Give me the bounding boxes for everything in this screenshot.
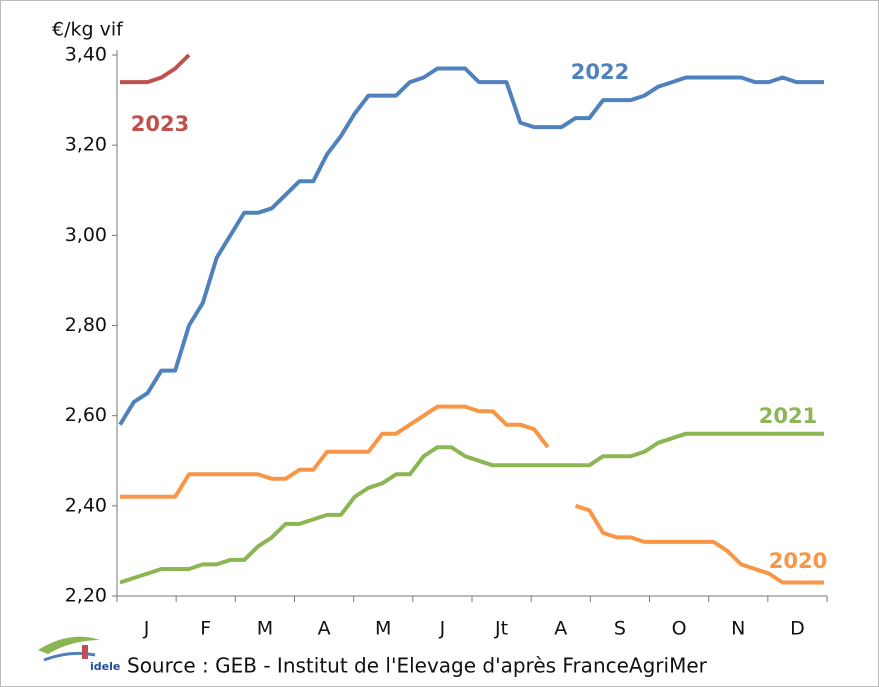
x-tick-label: J [439,618,446,640]
x-tick-label: J [143,618,150,640]
logo-text: idele [90,660,120,673]
y-tick-label: 2,40 [65,494,107,516]
series-line [120,53,191,85]
x-tick-label: S [614,618,626,640]
logo: idele [38,636,120,673]
y-tick-label: 3,00 [65,224,107,246]
x-tick-label: N [731,618,745,640]
series-line [119,431,824,585]
series-line [120,404,824,585]
series-label: 2022 [571,60,629,84]
series-line [118,66,824,426]
y-axis-label: €/kg vif [52,19,124,41]
series-label: 2023 [131,112,189,136]
y-tick-label: 3,20 [65,134,107,156]
y-tick-label: 2,60 [65,404,107,426]
x-tick-label: M [375,618,391,640]
x-tick-label: M [257,618,273,640]
x-tick-label: A [318,618,331,640]
series-label: 2020 [769,549,827,573]
series-label: 2021 [759,404,817,428]
x-tick-label: D [790,618,805,640]
x-tick-label: Jt [494,618,508,640]
x-tick-label: F [200,618,211,640]
y-tick-label: 2,20 [65,585,107,607]
x-tick-label: O [672,618,687,640]
source: Source : GEB - Institut de l'Elevage d'a… [127,654,708,678]
y-tick-label: 2,80 [65,314,107,336]
x-tick-label: A [554,618,567,640]
y-tick-label: 3,40 [65,44,107,66]
